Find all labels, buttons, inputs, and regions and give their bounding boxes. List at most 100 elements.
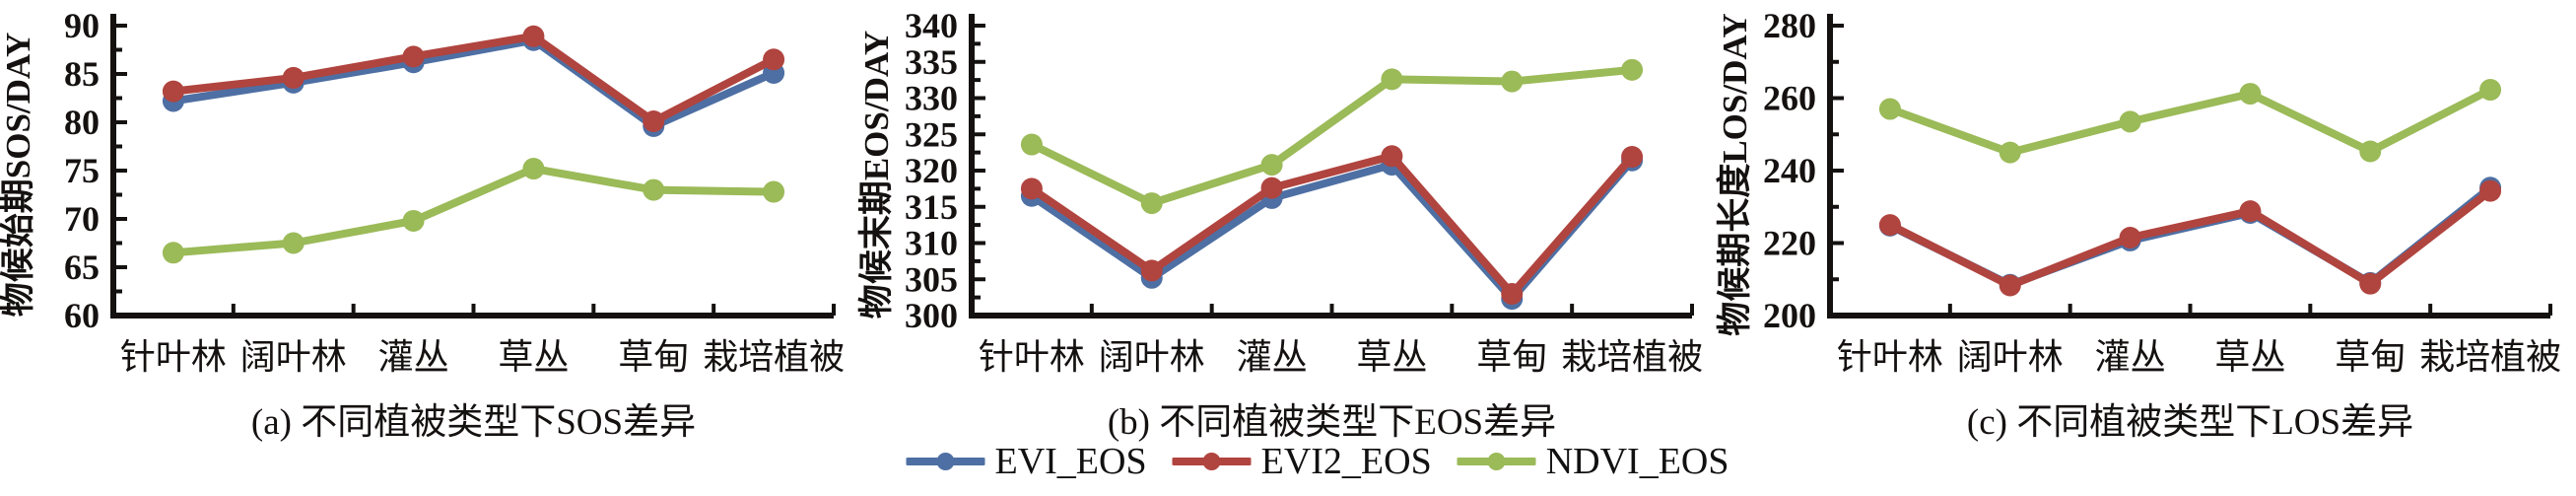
legend-line-icon-evi — [906, 453, 985, 470]
y-tick-label: 330 — [905, 79, 958, 118]
data-point-NDVI_EOS — [2479, 79, 2502, 102]
legend-item-ndvi-eos: NDVI_EOS — [1457, 443, 1729, 480]
chart-panel-eos: 300 305 310 315 320 325 330 335 340 针叶林 阔叶林 灌丛 草丛 草甸栽… — [857, 0, 1718, 496]
series-line-NDVI_EOS — [169, 165, 779, 257]
chart-los: 200 220 240 260 280 针叶林 阔叶林 灌丛 草丛 草甸 栽培植被(c) 不同植被类… — [1716, 6, 2561, 443]
data-point-NDVI_EOS — [1260, 154, 1283, 177]
y-tick-label: 320 — [905, 151, 958, 190]
legend-marker — [1202, 453, 1221, 470]
category-label: 阔叶林 — [1099, 337, 1205, 377]
data-point-EVI2_EOS — [1381, 145, 1403, 168]
series-line-EVI2_EOS — [169, 32, 779, 126]
data-point-EVI2_EOS — [282, 66, 305, 89]
y-tick-label: 220 — [1763, 224, 1816, 263]
data-point-NDVI_EOS — [162, 242, 184, 264]
data-point-NDVI_EOS — [1501, 70, 1524, 93]
data-point-NDVI_EOS — [2359, 140, 2382, 163]
category-label: 阔叶林 — [1957, 337, 2064, 377]
category-label: 针叶林 — [979, 337, 1085, 377]
y-tick-label: 200 — [1763, 296, 1816, 335]
legend: EVI_EOS EVI2_EOS NDVI_EOS — [906, 441, 1729, 482]
y-axis-label: 物候始期SOS/DAY — [0, 33, 37, 318]
y-tick-label: 280 — [1763, 6, 1816, 45]
series-line-NDVI_EOS — [1027, 65, 1637, 208]
chart-panel-los: 200 220 240 260 280 针叶林 阔叶林 灌丛 草丛 草甸 栽培植被 (c) 不同植被类… — [1716, 0, 2576, 496]
y-tick-label: 260 — [1763, 79, 1816, 118]
chart-caption: (c) 不同植被类型下LOS差异 — [1967, 401, 2413, 443]
y-tick-label: 300 — [905, 296, 958, 335]
data-point-EVI2_EOS — [1140, 259, 1163, 282]
data-point-EVI2_EOS — [643, 110, 665, 133]
category-label: 草丛 — [1356, 337, 1427, 377]
y-tick-label: 70 — [64, 199, 100, 239]
series-line-NDVI_EOS — [1885, 86, 2495, 157]
data-point-EVI2_EOS — [1020, 177, 1043, 200]
data-point-EVI2_EOS — [162, 80, 184, 103]
y-tick-label: 75 — [64, 151, 100, 190]
legend-label-ndvi-eos: NDVI_EOS — [1545, 441, 1729, 482]
data-point-EVI2_EOS — [2479, 179, 2502, 202]
data-point-NDVI_EOS — [1621, 58, 1644, 81]
y-axis-label: 物候期长度LOS/DAY — [1716, 13, 1754, 335]
legend-line-icon-evi2 — [1172, 453, 1252, 470]
y-tick-label: 85 — [64, 54, 100, 94]
data-point-NDVI_EOS — [1999, 141, 2021, 164]
y-tick-label: 90 — [64, 6, 100, 45]
data-point-EVI2_EOS — [402, 45, 425, 68]
axis-frame — [110, 14, 834, 319]
legend-label-evi2-eos: EVI2_EOS — [1260, 441, 1432, 482]
y-tick-label: 310 — [905, 224, 958, 263]
data-point-EVI2_EOS — [1621, 146, 1644, 169]
y-tick-label: 65 — [64, 248, 100, 287]
series-line-EVI2_EOS — [1885, 186, 2495, 290]
data-point-NDVI_EOS — [2119, 110, 2141, 133]
data-point-NDVI_EOS — [643, 178, 665, 201]
legend-item-evi2-eos: EVI2_EOS — [1172, 441, 1432, 482]
data-point-NDVI_EOS — [763, 180, 785, 203]
data-point-NDVI_EOS — [1140, 192, 1163, 215]
data-point-EVI2_EOS — [2359, 272, 2382, 295]
data-point-NDVI_EOS — [1020, 133, 1043, 156]
category-label: 草甸 — [1476, 337, 1547, 377]
category-label: 草丛 — [2214, 337, 2285, 377]
axis-frame — [1827, 14, 2550, 319]
chart-eos: 300305310315320325330335340 针叶林 阔叶林 灌丛 草丛 草甸栽… — [857, 6, 1703, 443]
series-line-EVI_EOS — [169, 35, 779, 130]
data-point-NDVI_EOS — [282, 232, 305, 254]
category-label: 针叶林 — [1837, 337, 1943, 377]
data-point-EVI2_EOS — [1999, 274, 2021, 297]
data-point-EVI2_EOS — [1260, 177, 1283, 199]
data-point-EVI2_EOS — [522, 25, 545, 47]
y-axis-label: 物候末期EOS/DAY — [857, 31, 896, 319]
category-label: 草甸 — [618, 337, 689, 377]
y-tick-label: 340 — [905, 6, 958, 45]
data-point-NDVI_EOS — [1381, 68, 1403, 91]
category-label: 针叶林 — [120, 337, 227, 377]
legend-marker — [936, 453, 955, 470]
data-point-EVI2_EOS — [763, 48, 785, 71]
chart-caption: (a) 不同植被类型下SOS差异 — [251, 401, 696, 443]
y-tick-label: 305 — [905, 259, 958, 299]
data-point-EVI2_EOS — [2119, 226, 2141, 248]
chart-panel-sos: 60 65 70 75 80 85 90 针叶林 阔叶林 灌丛 草丛 草甸 栽培植被 (a) 不同植被类型… — [0, 0, 859, 496]
series-line-EVI2_EOS — [1027, 152, 1637, 298]
data-point-EVI2_EOS — [1878, 214, 1901, 237]
y-tick-label: 240 — [1763, 151, 1816, 190]
category-label: 灌丛 — [378, 337, 449, 377]
data-point-NDVI_EOS — [1878, 98, 1901, 120]
y-tick-label: 335 — [905, 42, 958, 82]
category-label: 栽培植被 — [703, 337, 845, 377]
series-line-EVI_EOS — [1027, 156, 1637, 304]
legend-line-icon-ndvi — [1457, 453, 1536, 470]
category-label: 灌丛 — [1237, 337, 1308, 377]
chart-sos: 60 65 70 75 80 85 90 针叶林 阔叶林 灌丛 草丛 草甸 栽培植被(a) 不同植被类型… — [0, 6, 845, 443]
y-tick-label: 80 — [64, 103, 100, 142]
legend-label-evi-eos: EVI_EOS — [994, 441, 1147, 482]
data-point-EVI2_EOS — [1501, 282, 1524, 305]
y-tick-label: 325 — [905, 114, 958, 154]
legend-item-evi-eos: EVI_EOS — [906, 441, 1147, 482]
data-point-NDVI_EOS — [2239, 83, 2262, 106]
data-point-EVI2_EOS — [2239, 200, 2262, 223]
chart-caption: (b) 不同植被类型下EOS差异 — [1108, 401, 1556, 443]
